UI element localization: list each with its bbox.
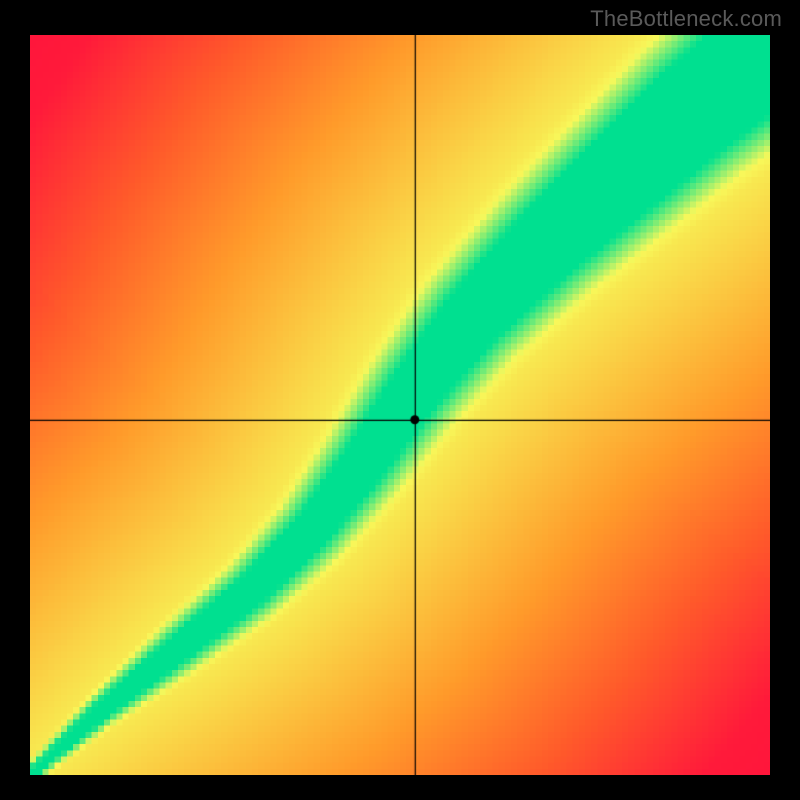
crosshair-overlay xyxy=(30,35,770,775)
watermark-text: TheBottleneck.com xyxy=(590,6,782,32)
chart-container: TheBottleneck.com xyxy=(0,0,800,800)
